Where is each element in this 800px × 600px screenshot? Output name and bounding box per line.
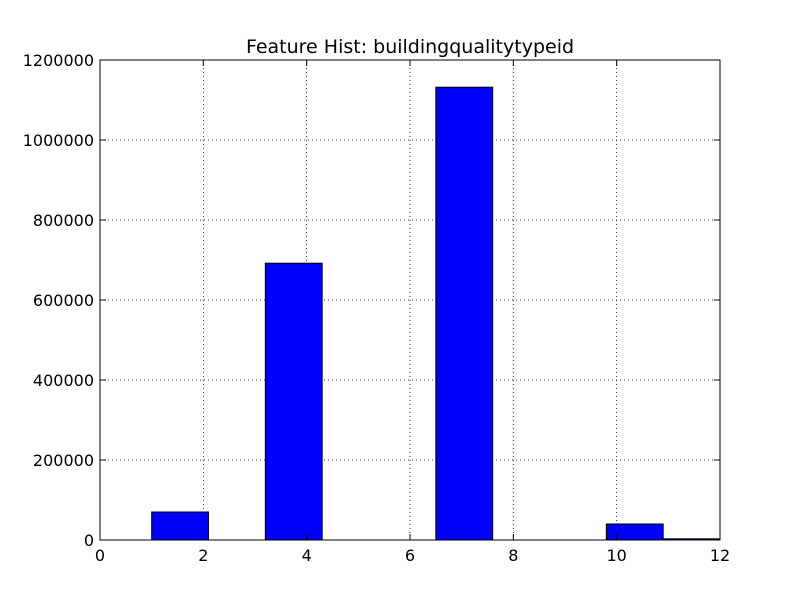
- histogram-bar: [605, 523, 664, 541]
- chart-title: Feature Hist: buildingqualitytypeid: [246, 36, 574, 58]
- x-tick-label: 8: [508, 546, 518, 565]
- histogram-bar: [264, 262, 323, 541]
- bars: [151, 86, 721, 541]
- y-tick-label: 600000: [33, 291, 94, 310]
- x-tick-label: 2: [198, 546, 208, 565]
- x-tick-label: 6: [405, 546, 415, 565]
- y-tick-label: 400000: [33, 371, 94, 390]
- x-tick-label: 0: [95, 546, 105, 565]
- y-tick-label: 1200000: [23, 51, 94, 70]
- y-tick-label: 200000: [33, 451, 94, 470]
- axis-ticks: 0 2 4 6 8 10 12 0 200000 400000 600000 800000 100000…: [23, 51, 730, 565]
- x-tick-label: 10: [606, 546, 626, 565]
- histogram-bar: [435, 86, 494, 541]
- x-tick-label: 12: [710, 546, 730, 565]
- histogram-bar: [151, 511, 210, 541]
- y-tick-label: 0: [84, 531, 94, 550]
- plot-frame: [99, 59, 721, 541]
- y-tick-label: 800000: [33, 211, 94, 230]
- y-tick-label: 1000000: [23, 131, 94, 150]
- x-tick-label: 4: [302, 546, 312, 565]
